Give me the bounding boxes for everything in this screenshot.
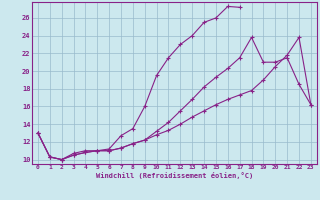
X-axis label: Windchill (Refroidissement éolien,°C): Windchill (Refroidissement éolien,°C)	[96, 172, 253, 179]
